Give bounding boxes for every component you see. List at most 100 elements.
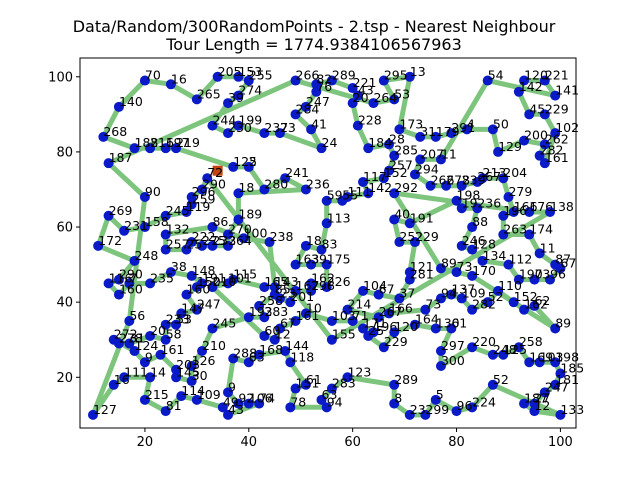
city-label: 224 (472, 394, 496, 409)
city-label: 67 (379, 282, 395, 297)
city-label: 167 (296, 278, 320, 293)
city-point (415, 154, 426, 165)
city-point (550, 357, 561, 368)
city-label: 244 (212, 113, 236, 128)
city-label: 292 (394, 180, 418, 195)
city-point (306, 278, 317, 289)
city-point (87, 409, 98, 420)
city-point (389, 94, 400, 105)
city-point (264, 237, 275, 248)
city-point (113, 274, 124, 285)
city-label: 19 (462, 195, 478, 210)
city-label: 269 (109, 203, 133, 218)
city-label: 283 (332, 376, 356, 391)
city-label: 86 (212, 214, 228, 229)
city-point (389, 398, 400, 409)
city-point (467, 402, 478, 413)
city-point (103, 278, 114, 289)
city-label: 140 (119, 94, 143, 109)
city-point (191, 394, 202, 405)
city-point (378, 75, 389, 86)
city-point (446, 128, 457, 139)
city-label: 199 (238, 113, 262, 128)
city-point (446, 289, 457, 300)
city-label: 152 (514, 289, 538, 304)
city-point (555, 368, 566, 379)
city-point (316, 143, 327, 154)
city-label: 280 (264, 176, 288, 191)
city-point (389, 150, 400, 161)
city-point (363, 330, 374, 341)
city-point (108, 379, 119, 390)
city-label: 196 (503, 203, 527, 218)
city-label: 53 (394, 86, 410, 101)
city-label: 112 (508, 252, 532, 267)
city-label: 161 (296, 308, 320, 323)
city-point (394, 124, 405, 135)
city-label: 172 (98, 233, 122, 248)
city-label: 247 (306, 94, 330, 109)
city-label: 275 (202, 233, 226, 248)
city-label: 213 (483, 165, 507, 180)
city-point (186, 199, 197, 210)
city-point (259, 184, 270, 195)
city-label: 203 (176, 357, 200, 372)
city-label: 299 (425, 402, 449, 417)
city-label: 230 (228, 120, 252, 135)
city-point (191, 94, 202, 105)
city-label: 117 (363, 169, 387, 184)
city-label: 164 (415, 312, 439, 327)
city-point (316, 394, 327, 405)
city-label: 142 (368, 180, 392, 195)
city-label: 237 (264, 120, 288, 135)
city-label: 204 (503, 165, 527, 180)
city-label: 238 (270, 229, 294, 244)
city-label: 109 (197, 387, 221, 402)
city-point (254, 349, 265, 360)
city-label: 272 (114, 327, 138, 342)
city-point (171, 364, 182, 375)
city-point (435, 345, 446, 356)
city-point (358, 176, 369, 187)
city-label: 148 (192, 263, 216, 278)
city-point (326, 383, 337, 394)
city-label: 294 (415, 161, 439, 176)
city-point (493, 285, 504, 296)
city-point (108, 334, 119, 345)
city-point (274, 323, 285, 334)
city-point (233, 188, 244, 199)
city-label: 226 (327, 274, 351, 289)
city-point (139, 357, 150, 368)
city-label: 134 (483, 248, 507, 263)
city-label: 221 (353, 75, 377, 90)
city-label: 214 (347, 297, 371, 312)
start-marker (212, 165, 223, 176)
city-label: 11 (540, 240, 556, 255)
city-label: 120 (394, 319, 418, 334)
city-label: 41 (311, 116, 327, 131)
city-label: 158 (145, 214, 169, 229)
city-label: 147 (181, 300, 205, 315)
city-label: 161 (161, 342, 185, 357)
city-point (160, 210, 171, 221)
city-label: 266 (431, 173, 455, 188)
city-label: 248 (135, 248, 159, 263)
city-point (176, 391, 187, 402)
city-label: 161 (545, 150, 569, 165)
city-label: 71 (353, 308, 369, 323)
city-label: 152 (384, 165, 408, 180)
city-label: 252 (399, 229, 423, 244)
city-point (513, 342, 524, 353)
city-label: 185 (560, 361, 584, 376)
city-point (467, 304, 478, 315)
city-label: 23 (410, 402, 426, 417)
city-label: 231 (124, 218, 148, 233)
city-label: 121 (410, 259, 434, 274)
city-label: 43 (358, 83, 374, 98)
city-label: 198 (555, 349, 579, 364)
city-label: 229 (545, 101, 569, 116)
city-label: 104 (363, 278, 387, 293)
city-label: 96 (457, 398, 473, 413)
city-label: 73 (425, 297, 441, 312)
city-label: 181 (555, 372, 579, 387)
